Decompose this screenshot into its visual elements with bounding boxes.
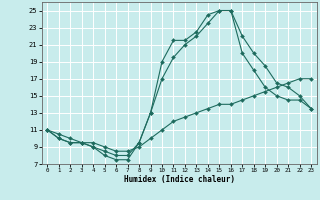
X-axis label: Humidex (Indice chaleur): Humidex (Indice chaleur) xyxy=(124,175,235,184)
